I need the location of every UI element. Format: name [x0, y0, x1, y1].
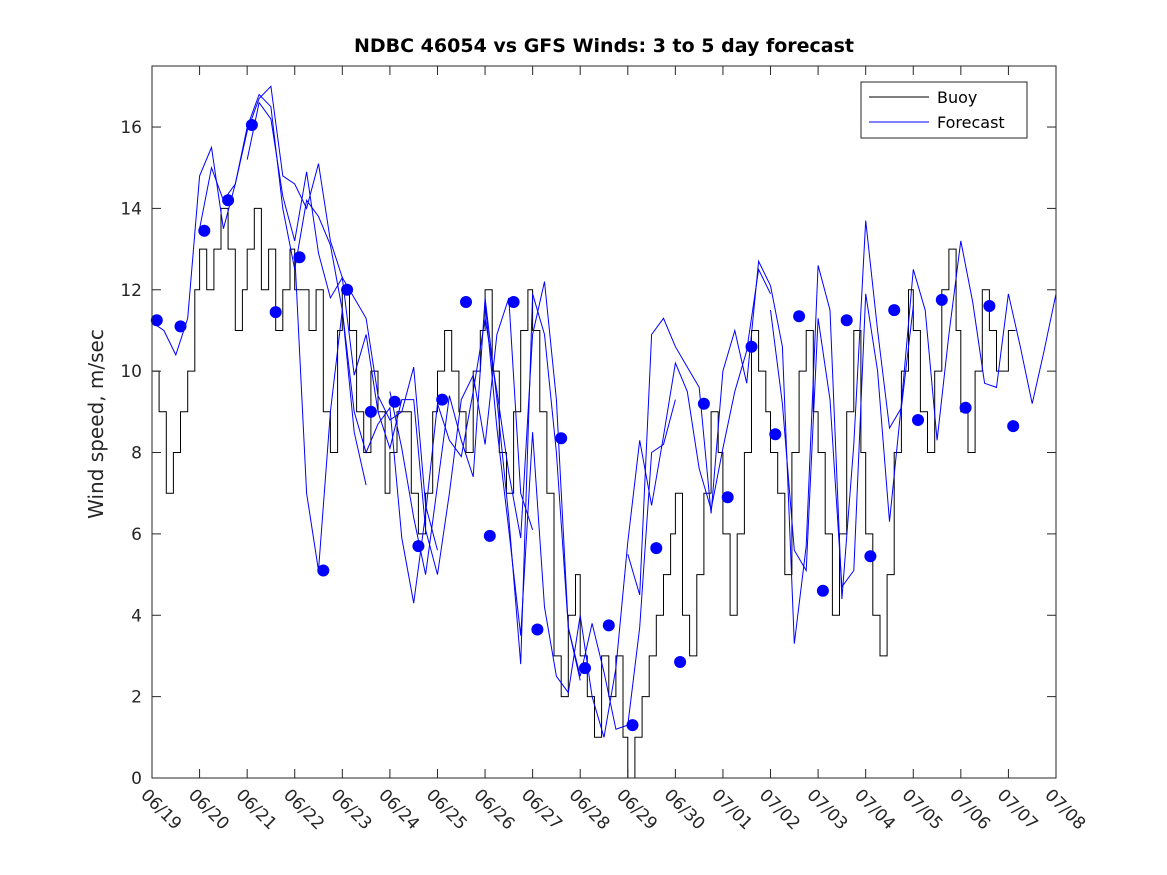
forecast-marker: [531, 623, 544, 636]
forecast-marker: [245, 119, 258, 131]
y-tick-label: 8: [131, 444, 142, 464]
y-tick-label: 4: [131, 606, 142, 626]
forecast-marker: [769, 428, 782, 441]
y-tick-label: 16: [120, 118, 142, 138]
forecast-marker: [840, 314, 853, 327]
forecast-marker: [912, 414, 924, 426]
y-tick-label: 10: [120, 362, 142, 382]
forecast-marker: [222, 194, 235, 207]
forecast-marker: [436, 393, 449, 406]
forecast-marker: [864, 550, 877, 563]
x-tick-label: 06/23: [327, 785, 376, 834]
forecast-marker: [602, 619, 615, 632]
forecast-marker: [579, 662, 591, 675]
x-tick-label: 06/28: [565, 785, 614, 834]
x-tick-label: 06/24: [374, 785, 423, 834]
forecast-run-line-5: [389, 293, 676, 730]
forecast-marker: [983, 300, 996, 312]
axis-ticks: 024681012141606/1906/2006/2106/2206/2306…: [120, 66, 1089, 834]
x-tick-label: 06/29: [612, 785, 661, 834]
y-tick-label: 14: [120, 199, 142, 219]
x-tick-label: 06/21: [232, 785, 281, 834]
forecast-marker: [198, 224, 211, 237]
x-tick-label: 07/03: [803, 785, 852, 834]
x-tick-label: 06/19: [136, 785, 185, 834]
x-tick-label: 07/04: [850, 785, 899, 834]
x-tick-label: 06/22: [279, 785, 328, 834]
forecast-marker: [1007, 420, 1020, 433]
forecast-run-line-6: [484, 267, 771, 738]
legend-box: [860, 81, 1028, 139]
forecast-marker: [674, 656, 687, 668]
legend-forecast-label: Forecast: [937, 113, 1005, 132]
forecast-run-line-8: [770, 240, 1057, 589]
forecast-marker: [888, 304, 901, 317]
forecast-marker: [793, 310, 806, 323]
y-tick-label: 6: [131, 525, 142, 545]
x-tick-label: 06/30: [660, 785, 709, 834]
buoy-series-line: [152, 207, 1016, 779]
forecast-marker: [412, 540, 425, 553]
forecast-marker: [507, 296, 520, 308]
legend-buoy-label: Buoy: [937, 88, 977, 107]
forecast-marker: [174, 320, 187, 333]
forecast-marker: [364, 405, 377, 418]
forecast-marker: [697, 397, 710, 410]
y-tick-label: 12: [120, 281, 142, 301]
x-tick-label: 06/27: [517, 785, 566, 834]
chart-title: NDBC 46054 vs GFS Winds: 3 to 5 day fore…: [354, 35, 854, 57]
forecast-marker: [650, 542, 663, 555]
x-tick-label: 07/05: [898, 785, 947, 834]
x-tick-label: 06/26: [470, 785, 519, 834]
forecast-marker: [745, 340, 758, 353]
forecast-marker: [626, 719, 639, 732]
axes-frame: [151, 65, 1057, 779]
forecast-marker: [555, 432, 568, 445]
forecast-marker: [150, 314, 163, 327]
forecast-marker: [460, 296, 472, 308]
forecast-marker: [959, 401, 972, 414]
forecast-run-line-3: [246, 101, 534, 575]
x-tick-label: 06/25: [422, 785, 471, 834]
x-tick-label: 07/08: [1040, 785, 1089, 834]
x-tick-label: 07/02: [755, 785, 804, 834]
forecast-marker: [721, 491, 734, 504]
forecast-marker: [269, 306, 282, 319]
y-tick-label: 0: [131, 769, 142, 789]
y-tick-label: 2: [131, 688, 142, 708]
x-tick-label: 07/01: [707, 785, 756, 834]
forecast-marker: [935, 293, 948, 306]
forecast-run-line-7: [627, 220, 914, 644]
x-tick-label: 07/06: [945, 785, 994, 834]
forecast-marker: [317, 564, 330, 577]
x-tick-label: 06/20: [184, 785, 233, 834]
forecast-marker: [293, 251, 306, 264]
x-tick-label: 07/07: [993, 785, 1042, 834]
y-axis-label: Wind speed, m/sec: [84, 329, 108, 519]
forecast-run-line-1: [151, 93, 367, 486]
forecast-run-line-4: [294, 253, 581, 681]
forecast-marker: [388, 395, 401, 408]
forecast-marker: [341, 283, 354, 296]
forecast-marker: [816, 584, 829, 597]
forecast-marker: [483, 529, 496, 542]
legend: Buoy Forecast: [860, 81, 1028, 139]
plot-area: [150, 85, 1057, 779]
